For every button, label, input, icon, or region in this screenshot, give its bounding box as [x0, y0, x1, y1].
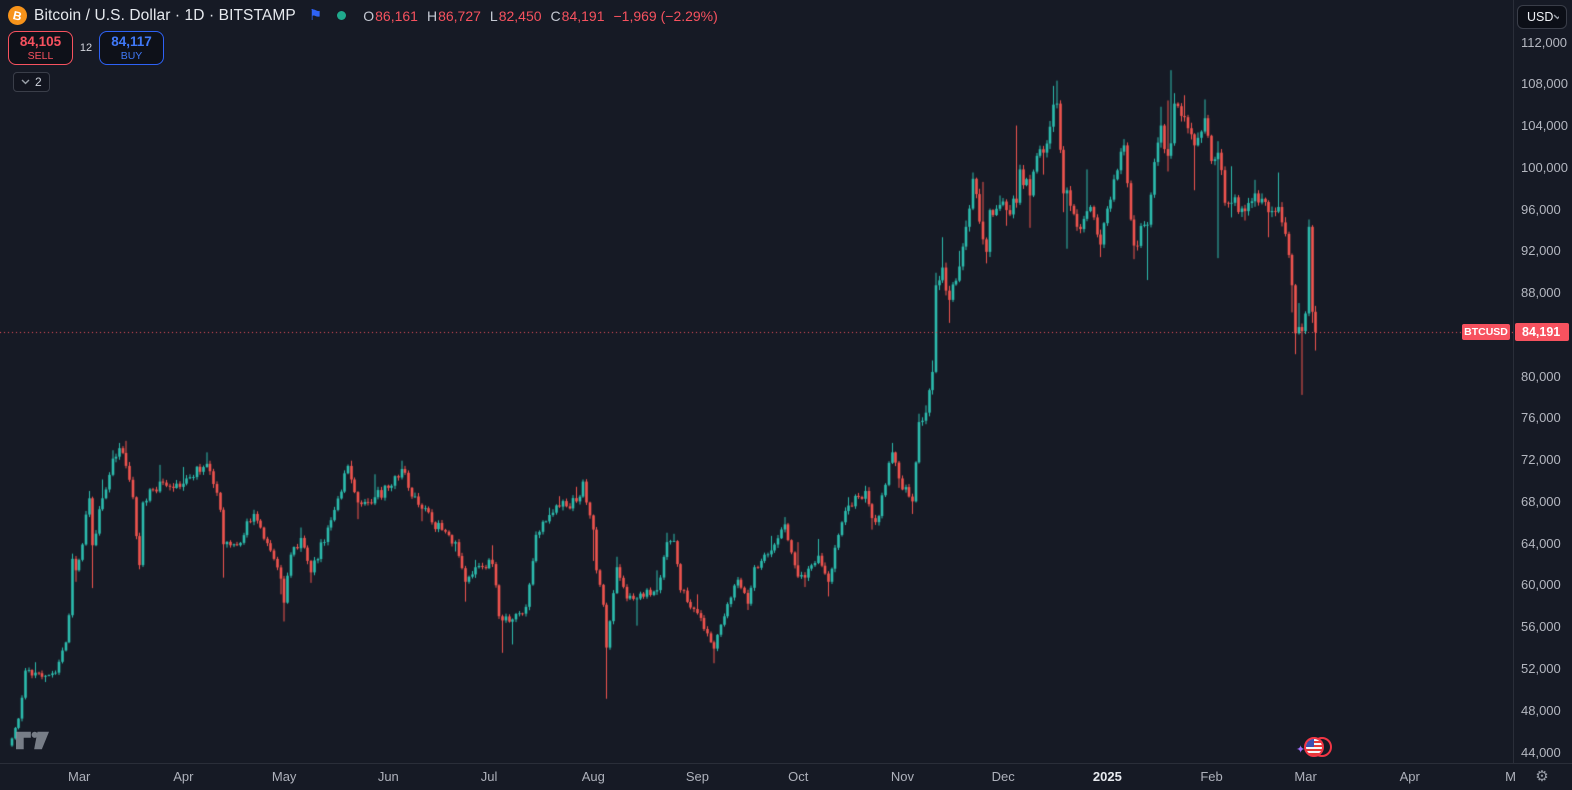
chevron-down-icon: [21, 79, 30, 85]
time-axis-tick: 2025: [1092, 769, 1122, 784]
high-value: 86,727: [438, 7, 481, 24]
symbol-price-tag: BTCUSD: [1462, 324, 1510, 341]
high-label: H: [426, 7, 438, 24]
time-axis-tick: May: [271, 769, 297, 784]
candlestick-chart-canvas[interactable]: [0, 0, 1513, 763]
sell-price: 84,105: [19, 34, 62, 50]
currency-label: USD: [1527, 10, 1554, 24]
close-label: C: [550, 7, 561, 24]
price-axis-tick: 80,000: [1521, 368, 1561, 384]
price-axis-tick: 72,000: [1521, 452, 1561, 468]
sparkle-icon: ✦: [1296, 744, 1306, 756]
price-axis-tick: 44,000: [1521, 744, 1561, 760]
symbol-header: B Bitcoin / U.S. Dollar · 1D · BITSTAMP …: [8, 6, 718, 25]
price-axis-tick: 76,000: [1521, 410, 1561, 426]
price-axis-tick: 56,000: [1521, 619, 1561, 635]
time-axis-tick: Sep: [685, 769, 710, 784]
time-axis-tick: Aug: [581, 769, 605, 784]
layers-count: 2: [35, 75, 42, 89]
chevron-down-icon: [1553, 14, 1559, 20]
open-value: 86,161: [375, 7, 418, 24]
price-axis-tick: 96,000: [1521, 201, 1561, 217]
bitcoin-logo-icon: B: [8, 6, 27, 25]
price-axis-tick: 104,000: [1521, 118, 1568, 134]
time-axis-tick: Oct: [788, 769, 809, 784]
buy-price: 84,117: [111, 34, 152, 50]
close-value: 84,191: [561, 7, 605, 24]
price-axis-tick: 92,000: [1521, 243, 1561, 259]
economic-event-marker[interactable]: ✦: [1296, 736, 1336, 760]
low-value: 82,450: [498, 7, 542, 24]
low-label: L: [489, 7, 498, 24]
price-axis-tick: 88,000: [1521, 285, 1561, 301]
time-axis-divider[interactable]: [0, 763, 1572, 764]
buy-label: BUY: [120, 49, 143, 62]
price-axis-tick: 100,000: [1521, 159, 1568, 175]
buy-button[interactable]: 84,117 BUY: [99, 31, 164, 65]
open-label: O: [363, 7, 375, 24]
gear-icon[interactable]: ⚙: [1535, 768, 1549, 785]
market-open-dot: [337, 11, 347, 20]
time-axis-tick: Feb: [1200, 769, 1223, 784]
price-axis-divider[interactable]: [1513, 0, 1514, 763]
change-value: −1,969 (−2.29%): [613, 7, 718, 24]
price-axis-tick: 112,000: [1521, 34, 1568, 50]
current-price-label: 84,191: [1515, 323, 1569, 342]
time-axis-tick: Apr: [1399, 769, 1420, 784]
time-axis-tick: Nov: [890, 769, 914, 784]
price-axis-tick: 68,000: [1521, 493, 1561, 509]
tradingview-logo-icon[interactable]: [16, 731, 49, 750]
time-axis-tick: Mar: [1294, 769, 1317, 784]
order-panel: 84,105 SELL 12 84,117 BUY: [8, 31, 164, 65]
time-axis-tick: Apr: [173, 769, 194, 784]
time-axis-tick: Dec: [991, 769, 1015, 784]
time-axis-tick: M: [1505, 769, 1516, 784]
price-axis-tick: 48,000: [1521, 702, 1561, 718]
price-axis-tick: 64,000: [1521, 535, 1561, 551]
symbol-title[interactable]: Bitcoin / U.S. Dollar · 1D · BITSTAMP: [34, 6, 296, 24]
time-axis-tick: Mar: [67, 769, 91, 784]
spread-value: 12: [79, 42, 93, 54]
price-axis-tick: 60,000: [1521, 577, 1561, 593]
currency-unit-button[interactable]: USD: [1517, 5, 1567, 29]
object-tree-collapse-chip[interactable]: 2: [13, 72, 50, 92]
price-axis-tick: 108,000: [1521, 76, 1568, 92]
time-axis-tick: Jul: [480, 769, 498, 784]
us-flag-icon: [1304, 737, 1324, 757]
ohlc-readout: O 86,161 H 86,727 L 82,450 C 84,191 −1,969 (…: [363, 8, 718, 24]
sell-button[interactable]: 84,105 SELL: [8, 31, 73, 65]
sell-label: SELL: [27, 49, 54, 62]
flag-icon[interactable]: ⚑: [308, 7, 323, 24]
time-axis-tick: Jun: [377, 769, 399, 784]
price-axis-tick: 52,000: [1521, 660, 1561, 676]
